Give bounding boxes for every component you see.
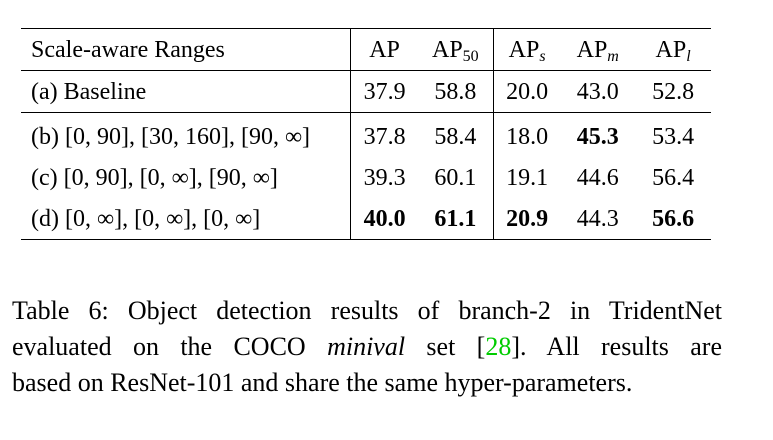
cell-apl-best: 56.6 — [635, 198, 711, 240]
header-scale-aware-ranges: Scale-aware Ranges — [21, 28, 351, 71]
table-row-c: (c) [0, 90], [0, ∞], [90, ∞] 39.3 60.1 1… — [21, 157, 711, 198]
cell-apm: 44.6 — [576, 164, 619, 191]
table-row-b: (b) [0, 90], [30, 160], [90, ∞] 37.8 58.… — [21, 112, 711, 157]
table-row-d: (d) [0, ∞], [0, ∞], [0, ∞] 40.0 61.1 20.… — [21, 198, 711, 240]
cell-ap50-best: 61.1 — [417, 198, 494, 240]
row-label: (d) [0, ∞], [0, ∞], [0, ∞] — [21, 198, 351, 240]
cell-ap50: 60.1 — [434, 164, 477, 191]
cell-apm-best: 45.3 — [576, 123, 619, 150]
results-table-container: Scale-aware Ranges AP AP50 APs APm APl (… — [21, 28, 711, 240]
header-aps-sub: s — [539, 47, 546, 65]
cell-apl: 56.4 — [652, 164, 695, 191]
cell-ap: 39.3 — [350, 157, 418, 198]
cell-apm: 44.3 — [560, 198, 636, 240]
cell-apl: 52.8 — [635, 70, 711, 113]
header-apl-sub: l — [686, 47, 691, 65]
results-table: Scale-aware Ranges AP AP50 APs APm APl (… — [21, 28, 711, 240]
cell-aps-best: 20.9 — [492, 198, 561, 240]
row-label: (a) Baseline — [21, 70, 351, 113]
header-apl: APl — [635, 28, 711, 71]
header-apm-sub: m — [607, 47, 619, 65]
header-apm: APm — [560, 28, 636, 71]
caption-dataset-split: minival — [327, 332, 406, 361]
cell-ap50: 58.4 — [434, 123, 477, 150]
cell-ap-best: 40.0 — [350, 198, 418, 240]
table-row-baseline: (a) Baseline 37.9 58.8 20.0 43.0 52.8 — [21, 70, 711, 113]
cell-aps: 20.0 — [492, 70, 561, 113]
header-ap: AP — [350, 28, 418, 71]
header-aps: APs — [492, 28, 561, 71]
header-ap50: AP50 — [417, 28, 494, 71]
caption-line-1: Table 6: Object detection results of bra… — [12, 296, 722, 325]
cell-ap50: 58.8 — [417, 70, 494, 113]
table-caption: Table 6: Object detection results of bra… — [12, 293, 722, 401]
caption-text: evaluated on the COCO — [12, 332, 328, 361]
header-apm-base: AP — [576, 36, 608, 63]
cell-ap: 37.9 — [350, 70, 418, 113]
caption-line-3: based on ResNet-101 and share the same h… — [12, 368, 633, 397]
header-ap50-base: AP — [431, 36, 463, 63]
header-apl-base: AP — [655, 36, 687, 63]
header-ap50-sub: 50 — [462, 47, 479, 65]
caption-text: ]. All results are — [511, 332, 722, 361]
header-aps-base: AP — [508, 36, 540, 63]
caption-line-2: evaluated on the COCO minival set [28]. … — [12, 329, 722, 365]
row-label: (c) [0, 90], [0, ∞], [90, ∞] — [31, 164, 278, 191]
cell-apl: 53.4 — [652, 123, 695, 150]
caption-text: set [ — [405, 332, 486, 361]
cell-aps: 19.1 — [492, 157, 561, 198]
cell-ap: 37.8 — [350, 112, 418, 157]
table-header-row: Scale-aware Ranges AP AP50 APs APm APl — [21, 28, 711, 71]
citation-link[interactable]: 28 — [485, 332, 512, 361]
cell-aps: 18.0 — [492, 112, 561, 157]
row-label: (b) [0, 90], [30, 160], [90, ∞] — [31, 123, 311, 150]
cell-apm: 43.0 — [560, 70, 636, 113]
